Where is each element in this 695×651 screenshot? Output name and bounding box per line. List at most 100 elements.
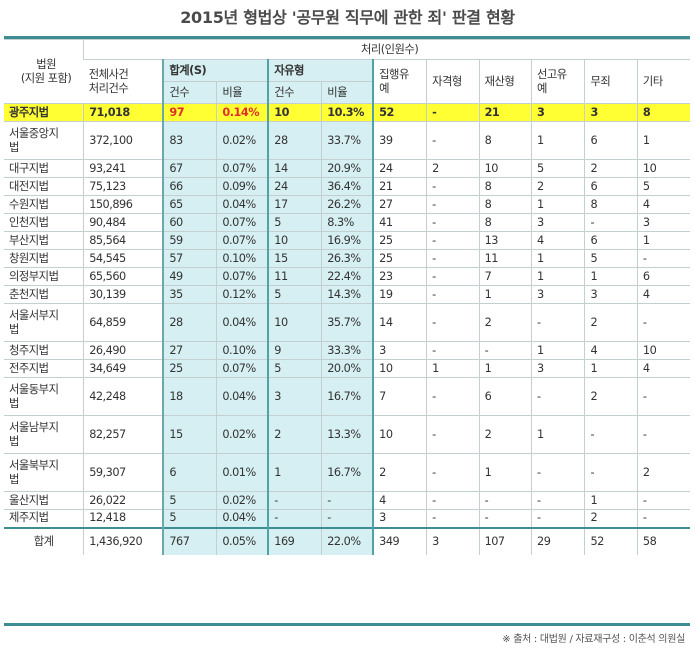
cell-p-count: 28: [267, 121, 322, 160]
cell-acquittal: 6: [584, 231, 638, 250]
cell-suspended: 14: [372, 303, 427, 342]
cell-p-ratio: 33.7%: [321, 121, 375, 160]
cell-p-count: 169: [267, 526, 322, 555]
cell-p-ratio: 14.3%: [321, 285, 375, 304]
cell-p-count: 14: [267, 159, 322, 178]
cell-total: 30,139: [83, 285, 165, 304]
cell-p-ratio: 20.0%: [321, 359, 375, 378]
cell-disqualify: 2: [426, 159, 480, 178]
cell-s-ratio: 0.02%: [216, 491, 269, 510]
cell-p-ratio: 8.3%: [321, 213, 375, 232]
cell-total: 90,484: [83, 213, 165, 232]
cell-other: 58: [636, 526, 690, 555]
cell-postponed: -: [531, 303, 585, 342]
disqualify-header: 자격형: [426, 59, 480, 104]
cell-suspended: 23: [372, 267, 427, 286]
cell-court: 부산지법: [4, 231, 84, 250]
cell-p-ratio: 36.4%: [321, 177, 375, 196]
cell-total: 82,257: [83, 415, 165, 454]
cell-other: 5: [636, 177, 690, 196]
table-row: 수원지법 150,896 65 0.04% 17 26.2% 27-8 1 8 4: [4, 195, 690, 214]
cell-suspended: 52: [372, 103, 427, 122]
cell-property: 1: [478, 453, 532, 492]
total-cases-header: 전체사건 처리건수: [83, 59, 165, 104]
cell-postponed: 1: [531, 249, 585, 268]
cell-property: 10: [478, 159, 532, 178]
cell-other: 4: [636, 359, 690, 378]
cell-acquittal: 6: [584, 121, 638, 160]
cell-court: 서울중앙지 법: [4, 121, 84, 160]
cell-total: 93,241: [83, 159, 165, 178]
table-row: 춘천지법 30,139 35 0.12% 5 14.3% 19-1 3 3 4: [4, 285, 690, 304]
cell-other: 6: [636, 267, 690, 286]
cell-disqualify: -: [426, 303, 480, 342]
cell-disqualify: -: [426, 453, 480, 492]
sum-ratio-header: 비율: [216, 81, 269, 104]
cell-property: -: [478, 491, 532, 510]
cell-court: 합계: [4, 526, 84, 555]
cell-disqualify: 1: [426, 359, 480, 378]
cell-acquittal: 3: [584, 103, 638, 122]
cell-p-ratio: 16.7%: [321, 377, 375, 416]
cell-acquittal: -: [584, 415, 638, 454]
cell-postponed: 1: [531, 121, 585, 160]
cell-court: 서울남부지 법: [4, 415, 84, 454]
cell-property: 2: [478, 415, 532, 454]
cell-s-count: 97: [162, 103, 217, 122]
cell-acquittal: 5: [584, 249, 638, 268]
court-header: 법원 (지원 포함): [4, 39, 84, 104]
cell-property: 8: [478, 195, 532, 214]
cell-suspended: 19: [372, 285, 427, 304]
cell-disqualify: -: [426, 415, 480, 454]
cell-p-count: 9: [267, 341, 322, 360]
cell-other: -: [636, 491, 690, 510]
cell-acquittal: 1: [584, 359, 638, 378]
cell-s-ratio: 0.04%: [216, 195, 269, 214]
cell-p-count: -: [267, 491, 322, 510]
cell-suspended: 39: [372, 121, 427, 160]
cell-p-ratio: 10.3%: [321, 103, 375, 122]
cell-s-ratio: 0.01%: [216, 453, 269, 492]
cell-s-count: 27: [162, 341, 217, 360]
cell-postponed: 1: [531, 195, 585, 214]
cell-total: 71,018: [83, 103, 165, 122]
cell-property: 11: [478, 249, 532, 268]
cell-property: 8: [478, 121, 532, 160]
cell-suspended: 25: [372, 231, 427, 250]
cell-s-ratio: 0.05%: [216, 526, 269, 555]
cell-acquittal: 1: [584, 491, 638, 510]
bottom-rule: [4, 623, 690, 626]
cell-s-ratio: 0.02%: [216, 121, 269, 160]
cell-other: -: [636, 509, 690, 528]
cell-property: 8: [478, 213, 532, 232]
cell-acquittal: 2: [584, 509, 638, 528]
prison-ratio-header: 비율: [321, 81, 375, 104]
cell-postponed: 1: [531, 267, 585, 286]
cell-p-count: 10: [267, 231, 322, 250]
cell-suspended: 7: [372, 377, 427, 416]
cell-postponed: -: [531, 453, 585, 492]
cell-s-count: 65: [162, 195, 217, 214]
cell-acquittal: 1: [584, 267, 638, 286]
cell-total: 1,436,920: [83, 526, 165, 555]
cell-s-count: 35: [162, 285, 217, 304]
cell-other: 2: [636, 453, 690, 492]
cell-property: 21: [478, 103, 532, 122]
cell-other: 8: [636, 103, 690, 122]
cell-acquittal: -: [584, 213, 638, 232]
table-row: 부산지법 85,564 59 0.07% 10 16.9% 25-13 4 6 1: [4, 231, 690, 250]
cell-p-ratio: -: [321, 491, 375, 510]
cell-postponed: 2: [531, 177, 585, 196]
cell-s-ratio: 0.14%: [216, 103, 269, 122]
cell-court: 서울북부지 법: [4, 453, 84, 492]
cell-suspended: 41: [372, 213, 427, 232]
cell-s-ratio: 0.10%: [216, 341, 269, 360]
cell-suspended: 25: [372, 249, 427, 268]
cell-p-ratio: -: [321, 509, 375, 528]
cell-court: 청주지법: [4, 341, 84, 360]
sum-count-header: 건수: [162, 81, 217, 104]
cell-total: 85,564: [83, 231, 165, 250]
cell-other: 4: [636, 195, 690, 214]
cell-p-ratio: 22.0%: [321, 526, 375, 555]
